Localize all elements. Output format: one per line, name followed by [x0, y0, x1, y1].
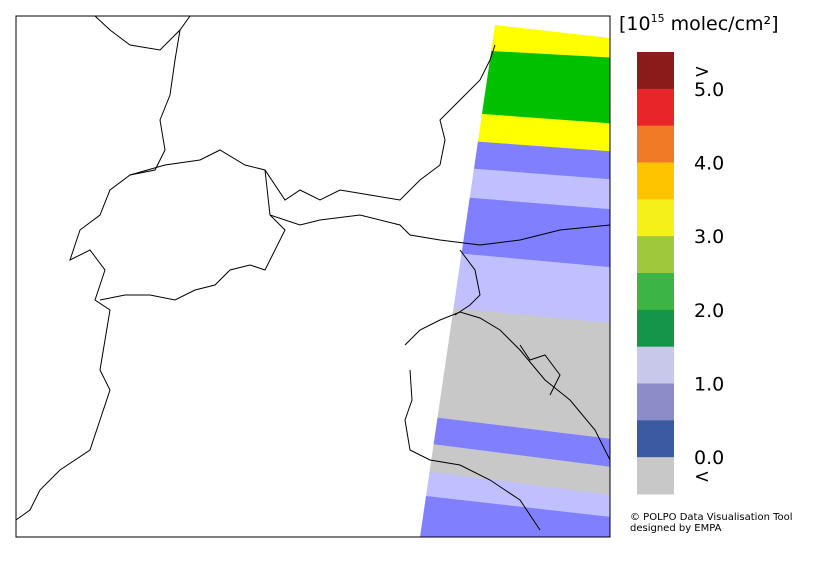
colorbar: >5.0 4.0 3.0 2.0 1.0 0.0< [637, 52, 724, 495]
satellite-swath [420, 25, 610, 537]
legend-title: [1015 molec/cm²] [619, 12, 779, 35]
colorbar-label: 0.0 [694, 447, 724, 469]
credit-line: designed by EMPA [630, 523, 722, 534]
colorbar-label: 4.0 [694, 153, 724, 175]
colorbar-cell [637, 199, 674, 237]
legend-title-exponent: 15 [651, 12, 665, 25]
country-borders [15, 15, 611, 531]
colorbar-cell [637, 457, 674, 495]
colorbar-cell [637, 383, 674, 421]
colorbar-label: < [694, 466, 710, 488]
colorbar-label: 5.0 [694, 79, 724, 101]
colorbar-cell [637, 273, 674, 311]
colorbar-cell [637, 162, 674, 200]
colorbar-cell [637, 52, 674, 90]
colorbar-cell [637, 420, 674, 458]
legend-title-suffix: molec/cm²] [665, 13, 779, 35]
colorbar-cell [637, 125, 674, 163]
colorbar-label: 2.0 [694, 300, 724, 322]
colorbar-label: 3.0 [694, 226, 724, 248]
colorbar-cell [637, 88, 674, 127]
colorbar-cell [637, 346, 674, 384]
colorbar-cell [637, 236, 674, 274]
map-frame [15, 15, 611, 538]
colorbar-label: 1.0 [694, 374, 724, 396]
colorbar-label: > [694, 60, 710, 82]
legend-title-prefix: [10 [619, 13, 651, 35]
credit-line: © POLPO Data Visualisation Tool [630, 512, 793, 523]
colorbar-cell [637, 309, 674, 348]
